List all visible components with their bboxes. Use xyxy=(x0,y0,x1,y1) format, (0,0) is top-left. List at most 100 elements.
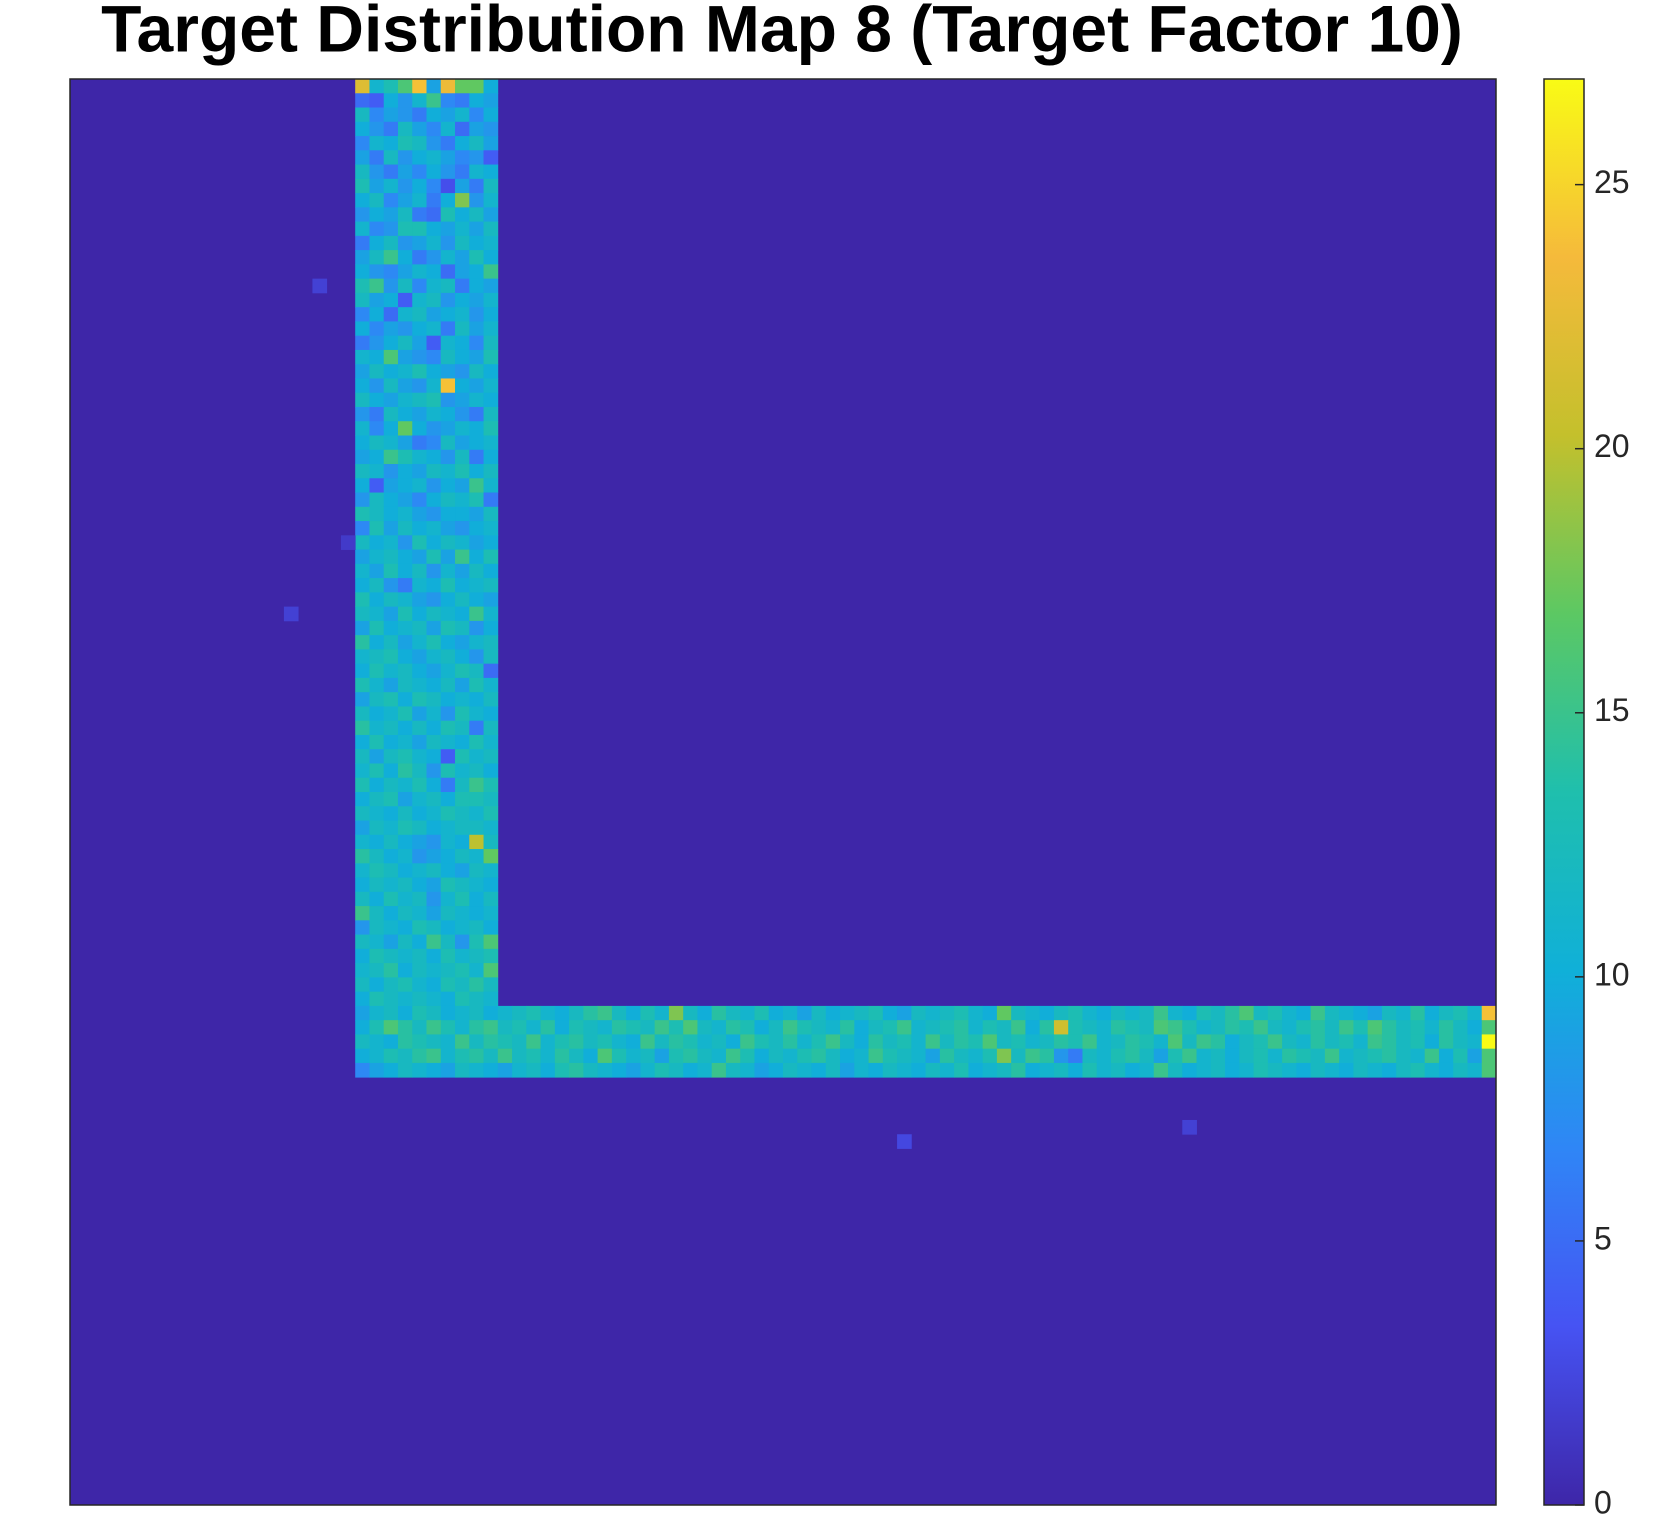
heatmap-cell xyxy=(654,1062,670,1078)
heatmap-cell xyxy=(383,535,399,550)
heatmap-cell xyxy=(1210,1020,1226,1035)
heatmap-cell xyxy=(1481,1005,1497,1021)
heatmap-cell xyxy=(383,677,399,693)
heatmap-cell xyxy=(412,592,427,608)
heatmap-cell xyxy=(1110,1062,1126,1078)
heatmap-cell xyxy=(426,1005,442,1021)
heatmap-cell xyxy=(397,963,413,978)
heatmap-cell xyxy=(412,777,427,793)
heatmap-cell xyxy=(383,335,399,351)
heatmap-cell xyxy=(455,449,470,465)
heatmap-cell xyxy=(911,1062,926,1078)
heatmap-cell xyxy=(440,321,456,337)
heatmap-cell xyxy=(369,934,385,950)
heatmap-cell xyxy=(597,1034,613,1050)
heatmap-cell xyxy=(455,150,470,165)
heatmap-cell xyxy=(369,849,385,864)
heatmap-cell xyxy=(811,1062,827,1078)
heatmap-cell xyxy=(369,136,385,151)
heatmap-cell xyxy=(383,820,399,836)
heatmap-cell xyxy=(1139,1062,1155,1078)
heatmap-cell xyxy=(1153,1048,1169,1064)
heatmap-cell xyxy=(383,193,399,208)
heatmap-cell xyxy=(355,321,370,337)
heatmap-cell xyxy=(1367,1020,1383,1035)
heatmap-cell xyxy=(469,1048,484,1064)
heatmap-cell xyxy=(426,150,442,165)
heatmap-cell xyxy=(455,677,470,693)
heatmap-cell xyxy=(440,492,456,508)
heatmap-cell xyxy=(483,506,499,522)
heatmap-cell xyxy=(383,763,399,779)
heatmap-cell xyxy=(426,592,442,608)
heatmap-cell xyxy=(583,1034,599,1050)
heatmap-cell xyxy=(426,1062,442,1078)
heatmap-cell xyxy=(397,235,413,251)
heatmap-cell xyxy=(483,193,499,208)
heatmap-cell xyxy=(426,449,442,465)
heatmap-cell xyxy=(1410,1005,1426,1021)
heatmap-cell xyxy=(383,264,399,280)
heatmap-cell xyxy=(840,1020,855,1035)
heatmap-cell xyxy=(1011,1062,1026,1078)
heatmap-cell xyxy=(526,1005,541,1021)
heatmap-cell xyxy=(1196,1034,1212,1050)
colorbar xyxy=(1543,78,1585,1506)
heatmap-cell xyxy=(412,164,427,180)
heatmap-cell xyxy=(440,677,456,693)
heatmap-cell xyxy=(1267,1034,1283,1050)
heatmap-cell xyxy=(383,478,399,493)
heatmap-cell xyxy=(312,278,328,294)
colorbar-tick-label: 15 xyxy=(1594,692,1630,728)
heatmap-cell xyxy=(369,364,385,379)
heatmap-cell xyxy=(412,136,427,151)
heatmap-cell xyxy=(569,1005,584,1021)
heatmap-cell xyxy=(469,777,484,793)
heatmap-cell xyxy=(1182,1062,1197,1078)
heatmap-cell xyxy=(412,963,427,978)
heatmap-cell xyxy=(469,991,484,1007)
heatmap-cell xyxy=(412,1048,427,1064)
heatmap-cell xyxy=(469,335,484,351)
heatmap-cell xyxy=(455,891,470,907)
heatmap-cell xyxy=(397,178,413,194)
heatmap-cell xyxy=(397,421,413,436)
heatmap-cell xyxy=(668,1020,684,1035)
heatmap-cell xyxy=(569,1062,584,1078)
heatmap-cell xyxy=(483,592,499,608)
heatmap-cell xyxy=(455,207,470,222)
heatmap-cell xyxy=(383,1005,399,1021)
heatmap-cell xyxy=(455,549,470,565)
heatmap-cell xyxy=(1310,1005,1326,1021)
heatmap-cell xyxy=(355,349,370,365)
heatmap-cell xyxy=(1424,1062,1440,1078)
heatmap-cell xyxy=(483,991,499,1007)
heatmap-cell xyxy=(1168,1034,1183,1050)
heatmap-cell xyxy=(554,1062,570,1078)
heatmap-cell xyxy=(483,777,499,793)
heatmap-cell xyxy=(469,535,484,550)
heatmap-cell xyxy=(397,264,413,280)
heatmap-cell xyxy=(383,877,399,893)
heatmap-cell xyxy=(1125,1062,1140,1078)
heatmap-cell xyxy=(412,506,427,522)
heatmap-cell xyxy=(355,806,370,821)
heatmap-cell xyxy=(1367,1048,1383,1064)
heatmap-cell xyxy=(483,906,499,921)
heatmap-cell xyxy=(1182,1034,1197,1050)
heatmap-cell xyxy=(397,378,413,394)
heatmap-cell xyxy=(854,1034,869,1050)
heatmap-cell xyxy=(355,521,370,536)
heatmap-cell xyxy=(469,378,484,394)
heatmap-cell xyxy=(355,207,370,222)
heatmap-cell xyxy=(455,948,470,964)
heatmap-cell xyxy=(554,1048,570,1064)
heatmap-cell xyxy=(811,1034,827,1050)
heatmap-cell xyxy=(369,1048,385,1064)
heatmap-cell xyxy=(383,635,399,650)
heatmap-cell xyxy=(483,164,499,180)
heatmap-cell xyxy=(383,620,399,636)
heatmap-cell xyxy=(1082,1005,1098,1021)
heatmap-cell xyxy=(412,93,427,108)
heatmap-cell xyxy=(369,720,385,736)
